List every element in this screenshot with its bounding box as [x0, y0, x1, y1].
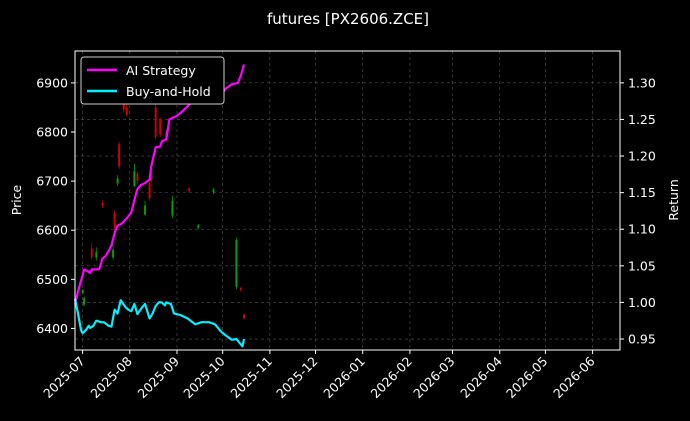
right-y-tick-label: 1.25 — [628, 112, 656, 127]
candle-body — [235, 240, 238, 287]
candle-body — [197, 225, 200, 228]
candle-body — [212, 189, 215, 193]
candle-body — [148, 183, 151, 199]
legend-label-ai-strategy: AI Strategy — [126, 63, 196, 78]
candle-body — [154, 107, 157, 137]
left-y-tick-label: 6600 — [36, 223, 68, 238]
chart-title: futures [PX2606.ZCE] — [267, 10, 429, 28]
right-y-tick-label: 1.05 — [628, 258, 656, 273]
candle-body — [136, 173, 139, 182]
candle-body — [150, 171, 153, 182]
candle-body — [159, 119, 162, 135]
candle-body — [125, 107, 128, 115]
candle-body — [144, 205, 147, 215]
right-y-tick-label: 1.15 — [628, 185, 656, 200]
right-y-tick-label: 0.95 — [628, 332, 656, 347]
candle-body — [95, 252, 98, 258]
candle-body — [122, 102, 125, 110]
right-y-tick-label: 1.30 — [628, 75, 656, 90]
right-y-tick-label: 1.10 — [628, 222, 656, 237]
left-y-tick-label: 6800 — [36, 125, 68, 140]
candle-body — [239, 288, 242, 291]
candle-body — [81, 290, 84, 294]
legend: AI Strategy Buy-and-Hold — [80, 56, 225, 105]
candle-body — [171, 200, 174, 216]
legend-label-buy-and-hold: Buy-and-Hold — [126, 84, 211, 99]
left-y-tick-label: 6500 — [36, 272, 68, 287]
right-axis-label: Return — [666, 179, 681, 220]
left-y-tick-label: 6400 — [36, 321, 68, 336]
candle-body — [133, 171, 136, 187]
candle-body — [83, 297, 86, 305]
candle-body — [188, 188, 191, 191]
candle-body — [113, 213, 116, 228]
candle-body — [101, 203, 104, 206]
candle-body — [118, 144, 121, 167]
left-y-tick-label: 6700 — [36, 174, 68, 189]
buy-and-hold-line — [73, 298, 246, 348]
candle-layer — [81, 97, 245, 320]
candle-body — [112, 249, 115, 258]
left-y-tick-label: 6900 — [36, 75, 68, 90]
plot-frame — [74, 50, 621, 351]
candle-body — [116, 178, 119, 184]
candle-body — [242, 314, 245, 319]
left-axis-label: Price — [9, 184, 24, 215]
candle-body — [90, 248, 93, 258]
right-y-tick-label: 1.20 — [628, 149, 656, 164]
right-y-tick-label: 1.00 — [628, 295, 656, 310]
